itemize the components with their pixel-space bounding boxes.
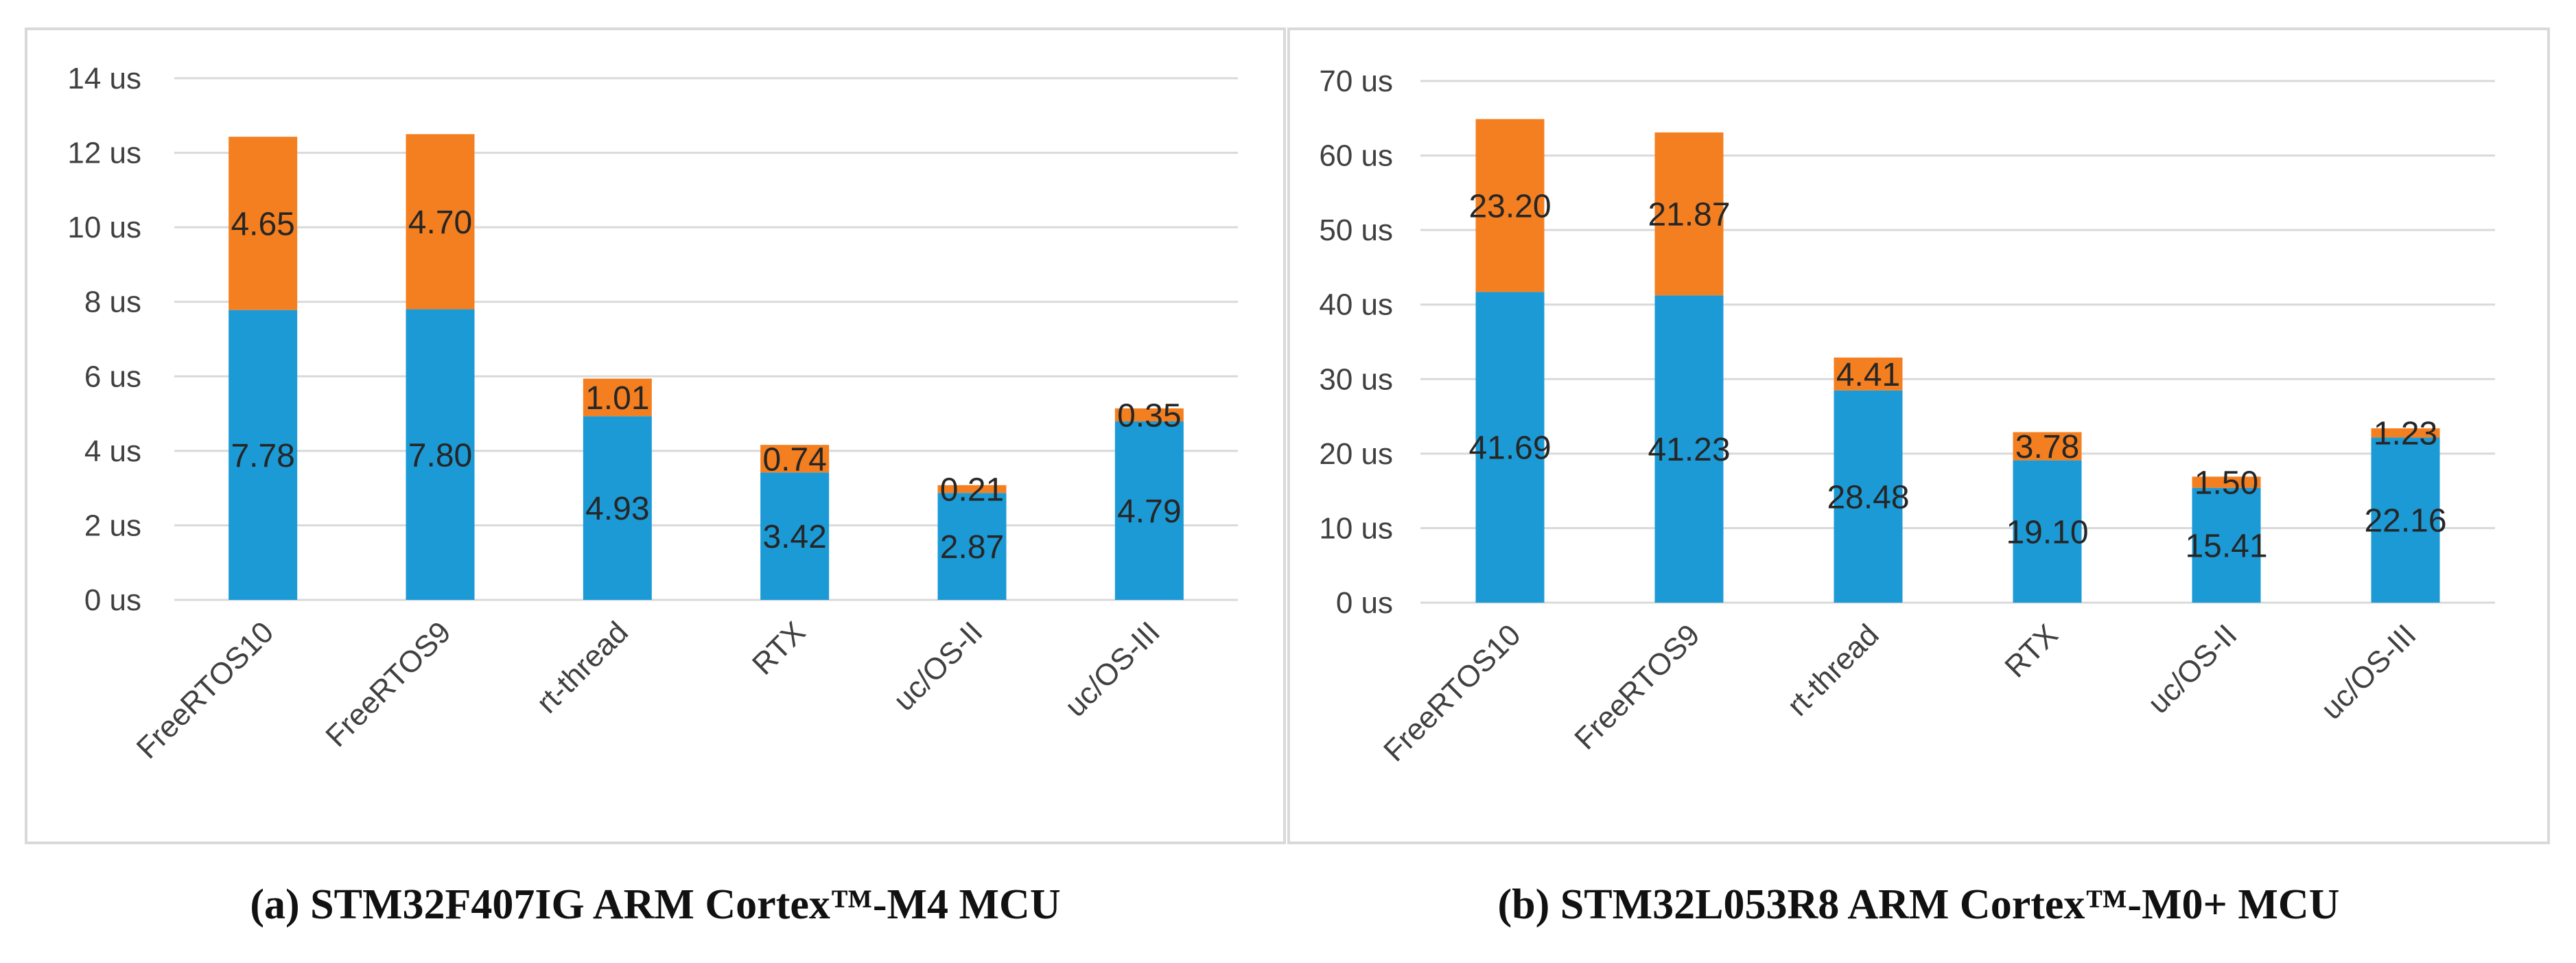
y-tick-label: 8 us <box>84 286 141 319</box>
y-tick-label: 40 us <box>1319 288 1393 322</box>
y-tick-label: 14 us <box>67 62 141 95</box>
bar-top-6 <box>1114 408 1184 421</box>
x-category-label: FreeRTOS9 <box>1568 618 1706 756</box>
y-tick-label: 20 us <box>1319 437 1393 471</box>
x-category-label: uc/OS-II <box>887 615 990 717</box>
bar-top-4 <box>2013 432 2082 461</box>
y-tick-label: 50 us <box>1319 213 1393 247</box>
bar-top-5 <box>937 485 1007 494</box>
data-label-top: 4.41 <box>1836 357 1900 393</box>
x-category-label: uc/OS-III <box>2315 618 2422 726</box>
bar-top-4 <box>760 445 830 473</box>
chart-panel-b: 0 us 10 us 20 us 30 us 40 us 50 us 60 us 70 us 4… <box>1287 27 2550 844</box>
y-tick-label: 2 us <box>84 509 141 542</box>
bar-top-1 <box>229 137 298 310</box>
y-tick-label: 30 us <box>1319 362 1393 396</box>
x-category-label: uc/OS-II <box>2142 618 2244 720</box>
data-label-top: 1.01 <box>585 380 649 417</box>
x-category-label: FreeRTOS10 <box>1377 618 1527 768</box>
bar-base-4 <box>2013 460 2082 603</box>
bar-top-6 <box>2371 428 2440 438</box>
data-label-base: 28.48 <box>1827 479 1909 515</box>
chart-b: 0 us 10 us 20 us 30 us 40 us 50 us 60 us 70 us 4… <box>1319 65 2495 768</box>
x-category-label: rt-thread <box>1781 618 1885 722</box>
bar-top-1 <box>1475 119 1545 292</box>
data-label-base: 41.69 <box>1468 430 1551 467</box>
y-tick-label: 4 us <box>84 434 141 468</box>
data-label-base: 3.42 <box>762 519 826 555</box>
bar-base-6 <box>2371 437 2440 603</box>
chart-caption-a: (a) STM32F407IG ARM Cortex™-M4 MCU <box>250 881 1061 928</box>
x-category-label: RTX <box>1998 618 2064 684</box>
x-category-label: RTX <box>746 615 812 681</box>
x-category-label: FreeRTOS9 <box>319 615 457 753</box>
data-label-top: 1.50 <box>2194 465 2258 502</box>
data-label-top: 4.70 <box>408 205 472 241</box>
y-tick-label: 0 us <box>1336 586 1393 620</box>
bar-base-6 <box>1114 421 1184 600</box>
data-label-top: 0.74 <box>762 441 826 478</box>
chart-panel-a: 0 us 2 us 4 us 6 us 8 us 10 us 12 us 14 us 7.78 4… <box>25 27 1286 844</box>
y-tick-label: 6 us <box>84 360 141 393</box>
bar-base-5 <box>2192 487 2261 603</box>
bar-base-4 <box>760 472 830 600</box>
data-label-base: 41.23 <box>1648 432 1730 468</box>
bar-top-3 <box>583 378 652 417</box>
bar-base-3 <box>1834 390 1903 603</box>
chart-caption-b: (b) STM32L053R8 ARM Cortex™-M0+ MCU <box>1497 881 2340 928</box>
data-label-base: 2.87 <box>940 529 1004 566</box>
bar-base-5 <box>937 493 1007 600</box>
data-label-top: 23.20 <box>1468 188 1551 224</box>
data-label-base: 7.80 <box>408 437 472 474</box>
x-category-label: uc/OS-III <box>1059 615 1167 723</box>
bar-top-2 <box>406 134 475 310</box>
data-label-top: 1.23 <box>2374 416 2437 452</box>
bar-top-5 <box>2192 476 2261 488</box>
bar-base-1 <box>229 310 298 600</box>
bar-top-2 <box>1654 132 1724 296</box>
x-category-label: FreeRTOS10 <box>130 615 281 765</box>
bar-base-3 <box>583 416 652 600</box>
y-tick-label: 70 us <box>1319 65 1393 98</box>
data-label-base: 4.79 <box>1117 494 1181 530</box>
y-tick-label: 12 us <box>67 137 141 170</box>
data-label-top: 21.87 <box>1648 197 1730 233</box>
x-category-label: rt-thread <box>530 615 635 719</box>
data-label-base: 4.93 <box>585 491 649 527</box>
y-tick-label: 10 us <box>1319 511 1393 545</box>
chart-a: 0 us 2 us 4 us 6 us 8 us 10 us 12 us 14 us 7.78 4… <box>67 62 1238 765</box>
bar-base-1 <box>1475 292 1545 603</box>
data-label-base: 22.16 <box>2364 503 2446 539</box>
bar-base-2 <box>1654 295 1724 603</box>
bar-top-3 <box>1834 357 1903 391</box>
data-label-top: 0.35 <box>1117 397 1181 434</box>
data-label-top: 0.21 <box>940 472 1004 509</box>
data-label-base: 7.78 <box>231 438 294 474</box>
y-tick-label: 60 us <box>1319 139 1393 173</box>
y-tick-label: 10 us <box>67 211 141 244</box>
data-label-base: 15.41 <box>2185 528 2267 564</box>
data-label-top: 3.78 <box>2015 429 2079 465</box>
bar-base-2 <box>406 309 475 600</box>
data-label-top: 4.65 <box>231 206 294 242</box>
data-label-base: 19.10 <box>2006 514 2088 550</box>
y-tick-label: 0 us <box>84 583 141 617</box>
